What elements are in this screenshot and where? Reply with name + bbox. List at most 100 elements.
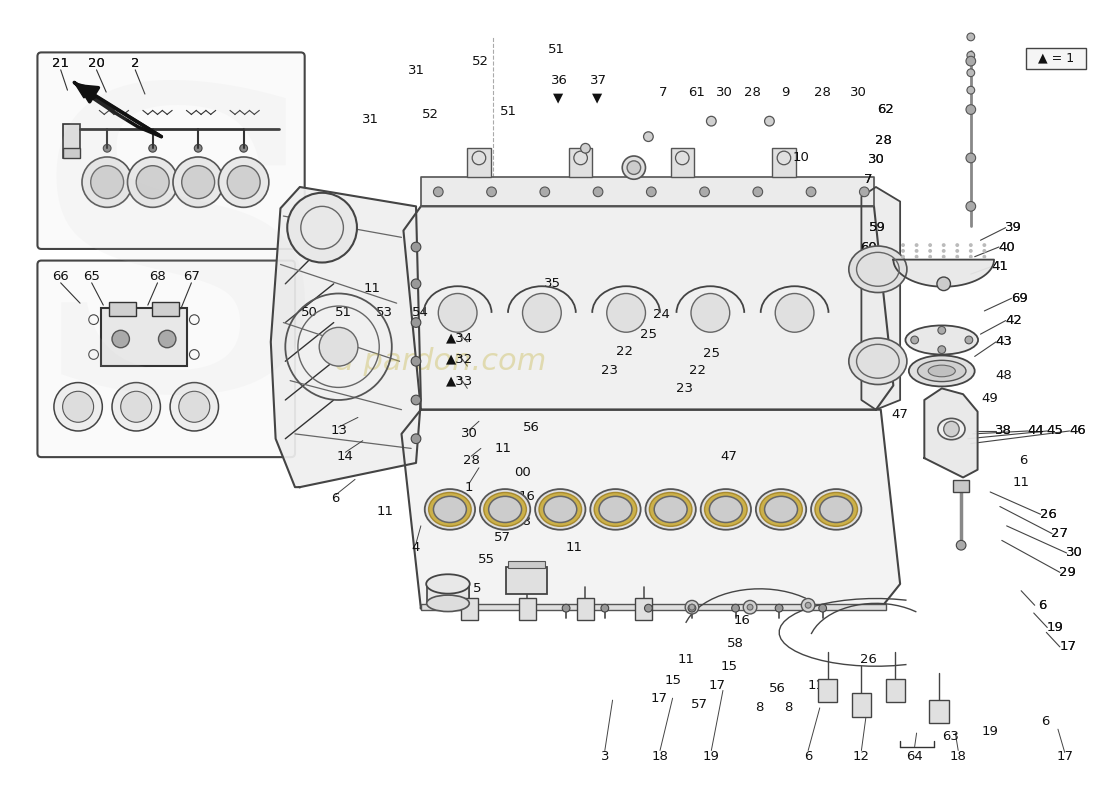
Circle shape (911, 336, 918, 344)
Text: 44: 44 (1027, 425, 1044, 438)
Circle shape (63, 391, 94, 422)
Text: 16: 16 (519, 490, 536, 503)
Circle shape (982, 249, 987, 253)
FancyBboxPatch shape (37, 53, 305, 249)
Text: 69: 69 (1011, 292, 1027, 305)
Text: 2: 2 (131, 57, 140, 70)
Circle shape (128, 157, 178, 207)
Bar (817, 679, 837, 702)
Circle shape (776, 604, 783, 612)
Circle shape (776, 294, 814, 332)
Circle shape (955, 249, 959, 253)
Circle shape (601, 604, 608, 612)
Text: 39: 39 (1005, 221, 1022, 234)
Text: 38: 38 (996, 425, 1012, 438)
Circle shape (173, 157, 223, 207)
Text: 23: 23 (602, 365, 618, 378)
Text: 56: 56 (522, 421, 540, 434)
Circle shape (967, 33, 975, 41)
Ellipse shape (600, 496, 631, 522)
Circle shape (240, 144, 248, 152)
Ellipse shape (649, 493, 692, 526)
Text: 29: 29 (1059, 566, 1076, 579)
Text: 27: 27 (1052, 527, 1068, 540)
Circle shape (928, 243, 932, 247)
Circle shape (966, 56, 976, 66)
Text: 26: 26 (1040, 508, 1057, 521)
Circle shape (965, 336, 972, 344)
Text: 30: 30 (850, 86, 867, 98)
Bar (461, 598, 478, 620)
Text: 60: 60 (860, 241, 877, 254)
Circle shape (219, 157, 268, 207)
Circle shape (982, 254, 987, 258)
Bar (427, 582, 470, 603)
Text: 11: 11 (495, 442, 512, 455)
Circle shape (928, 254, 932, 258)
Text: ▲34: ▲34 (446, 331, 473, 345)
Text: 11: 11 (1013, 476, 1030, 489)
Text: 66: 66 (53, 270, 69, 282)
Ellipse shape (484, 493, 527, 526)
Text: 45: 45 (1046, 425, 1064, 438)
Text: 62: 62 (877, 103, 894, 116)
Circle shape (955, 243, 959, 247)
Polygon shape (421, 178, 874, 206)
Text: ▲33: ▲33 (446, 374, 473, 387)
Text: 7: 7 (864, 173, 872, 186)
Bar (63, 148, 80, 158)
Text: 68: 68 (150, 270, 166, 282)
Text: S: S (29, 73, 329, 476)
Bar (576, 598, 594, 620)
Ellipse shape (594, 493, 637, 526)
Text: 69: 69 (1011, 292, 1027, 305)
Circle shape (969, 254, 972, 258)
Text: 40: 40 (999, 241, 1015, 254)
Text: 25: 25 (640, 328, 657, 341)
Text: 21: 21 (52, 57, 69, 70)
Text: 56: 56 (769, 682, 785, 695)
Text: 6: 6 (1042, 715, 1049, 728)
Text: 3: 3 (601, 750, 609, 763)
Circle shape (540, 187, 550, 197)
Circle shape (90, 166, 123, 198)
Text: 31: 31 (362, 113, 380, 126)
Text: 30: 30 (868, 154, 884, 166)
Ellipse shape (433, 496, 466, 522)
Text: 6: 6 (1038, 598, 1046, 612)
Circle shape (956, 540, 966, 550)
Bar (851, 694, 871, 717)
Circle shape (627, 161, 640, 174)
Ellipse shape (710, 496, 742, 522)
Circle shape (562, 604, 570, 612)
Text: 16: 16 (734, 614, 750, 627)
Circle shape (170, 382, 219, 431)
Ellipse shape (905, 326, 978, 354)
Text: 51: 51 (451, 306, 469, 319)
Text: 58: 58 (727, 638, 744, 650)
Text: 00: 00 (514, 466, 531, 479)
Ellipse shape (760, 493, 802, 526)
Text: 28: 28 (463, 454, 480, 466)
Ellipse shape (811, 489, 861, 530)
Text: 17: 17 (1059, 640, 1076, 654)
Text: 28: 28 (876, 134, 892, 147)
Ellipse shape (426, 574, 470, 594)
Text: ▼: ▼ (553, 91, 563, 105)
Text: 65: 65 (84, 270, 100, 282)
Ellipse shape (535, 489, 585, 530)
Text: 17: 17 (1056, 750, 1074, 763)
Circle shape (593, 187, 603, 197)
Circle shape (966, 202, 976, 211)
Text: 22: 22 (616, 345, 632, 358)
Text: 6: 6 (331, 492, 340, 506)
Polygon shape (861, 187, 900, 410)
Ellipse shape (425, 489, 475, 530)
Ellipse shape (646, 489, 696, 530)
Ellipse shape (928, 365, 955, 377)
Text: 17: 17 (708, 679, 726, 692)
Circle shape (764, 116, 774, 126)
Circle shape (966, 153, 976, 162)
Circle shape (287, 193, 358, 262)
Circle shape (802, 598, 815, 612)
